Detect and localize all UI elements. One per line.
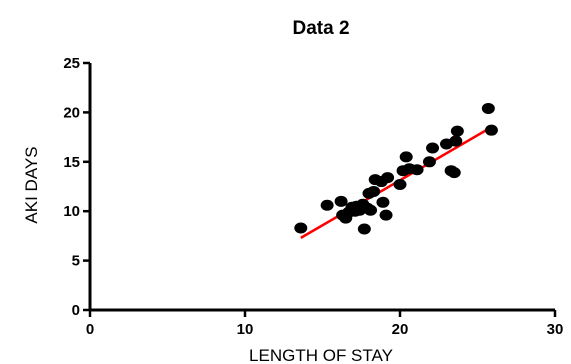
y-tick-label: 20	[63, 104, 80, 121]
data-point	[393, 179, 407, 191]
y-tick-label: 0	[72, 302, 80, 319]
data-point	[364, 204, 378, 216]
data-point	[447, 167, 461, 179]
data-point	[410, 164, 424, 176]
x-tick-label: 20	[392, 321, 409, 338]
data-point	[399, 151, 413, 163]
data-point	[381, 172, 395, 184]
data-points	[294, 102, 498, 235]
data-point	[481, 102, 495, 114]
data-point	[357, 223, 371, 235]
data-point	[379, 209, 393, 221]
data-point	[449, 135, 463, 147]
data-point	[450, 125, 464, 137]
x-tick-label: 30	[547, 321, 564, 338]
x-tick-label: 0	[86, 321, 94, 338]
data-point	[334, 195, 348, 207]
data-point	[367, 185, 381, 197]
x-axis-label: LENGTH OF STAY	[249, 346, 393, 364]
chart-title: Data 2	[292, 18, 349, 39]
data-point	[294, 222, 308, 234]
y-axis-label: AKI DAYS	[22, 146, 41, 223]
y-tick-label: 25	[63, 55, 80, 72]
data-point	[484, 124, 498, 136]
data-point	[320, 199, 334, 211]
x-tick-label: 10	[237, 321, 254, 338]
data-point	[422, 156, 436, 168]
axes: 0 5 10 15 20 25 0 10 20 30	[63, 55, 563, 338]
y-tick-label: 15	[63, 154, 80, 171]
y-tick-label: 10	[63, 203, 80, 220]
data-point	[376, 196, 390, 208]
y-tick-label: 5	[72, 253, 80, 270]
data-point	[426, 142, 440, 154]
